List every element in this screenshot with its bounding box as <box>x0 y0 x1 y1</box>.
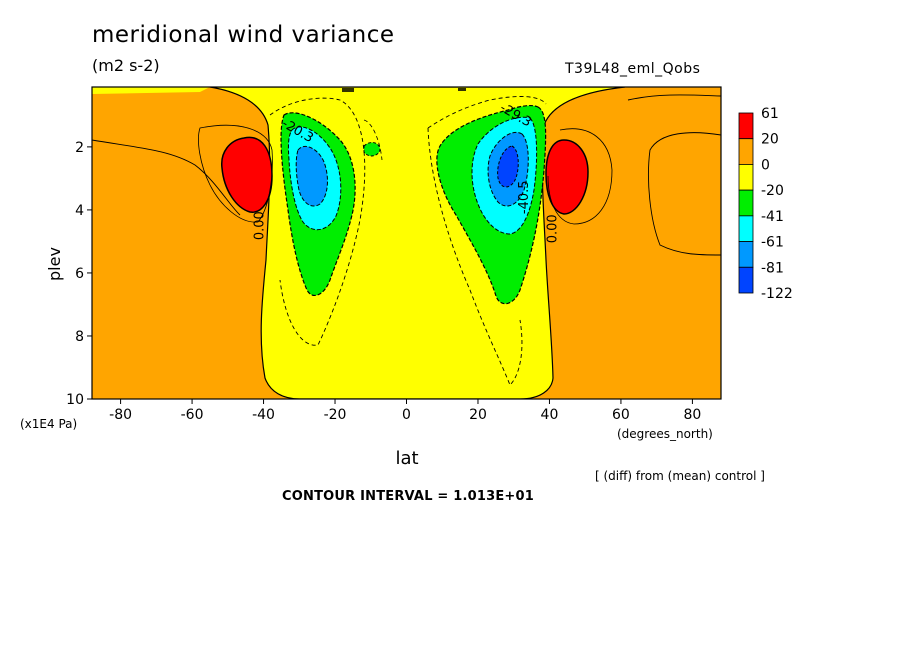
plot-area <box>92 87 721 399</box>
y-tick-label: 4 <box>75 203 84 219</box>
colorbar-label: -20 <box>761 183 784 199</box>
chart-title: meridional wind variance <box>92 22 395 48</box>
contour-label: 0.00 <box>253 211 268 240</box>
x-tick-label: 40 <box>541 407 559 423</box>
northern-red-region <box>545 139 589 215</box>
colorbar-swatch <box>738 241 754 268</box>
x-tick-label: -40 <box>252 407 275 423</box>
y-tick-label: 8 <box>75 329 84 345</box>
y-axis-label: plev <box>45 247 64 281</box>
x-tick-label: 60 <box>612 407 630 423</box>
x-axis-label: lat <box>395 448 418 469</box>
y-axis: 2 4 6 8 10 <box>66 140 92 408</box>
y-tick-label: 2 <box>75 140 84 156</box>
colorbar-swatch <box>738 266 754 294</box>
colorbar-label: 20 <box>761 132 779 148</box>
x-tick-label: 80 <box>683 407 701 423</box>
x-tick-label: 0 <box>402 407 411 423</box>
x-tick-label: 20 <box>469 407 487 423</box>
northern-deep-blue-core <box>497 145 519 188</box>
x-axis: -80 -60 -40 -20 0 20 40 60 80 <box>109 399 701 423</box>
southern-blue-region <box>295 146 328 207</box>
run-label: T39L48_eml_Qobs <box>565 61 701 77</box>
colorbar-label: 61 <box>761 106 779 122</box>
colorbar-label: -81 <box>761 260 784 276</box>
colorbar-swatch <box>738 215 754 242</box>
colorbar-swatch <box>738 138 754 165</box>
colorbar-label: -41 <box>761 209 784 225</box>
y-axis-units: (x1E4 Pa) <box>20 417 77 431</box>
x-axis-units: (degrees_north) <box>617 427 713 441</box>
x-tick-label: -60 <box>181 407 204 423</box>
chart-subtitle: (m2 s-2) <box>92 56 160 75</box>
colorbar-label: 0 <box>761 157 770 173</box>
contour-label: -40.5 <box>517 180 532 214</box>
colorbar-swatch <box>738 112 754 140</box>
colorbar-swatch <box>738 189 754 217</box>
colorbar-label: -61 <box>761 235 784 251</box>
colorbar: 61 20 0 -20 -41 -61 -81 -122 <box>738 106 793 302</box>
contour-label: 0.00 <box>546 214 561 243</box>
diff-note: [ (diff) from (mean) control ] <box>595 469 765 483</box>
x-tick-label: -20 <box>324 407 347 423</box>
x-tick-label: -80 <box>109 407 132 423</box>
colorbar-label: -122 <box>761 286 793 302</box>
small-green-blob <box>363 142 381 157</box>
colorbar-swatch <box>738 164 754 191</box>
y-tick-label: 10 <box>66 392 84 408</box>
southern-red-region <box>221 136 273 213</box>
contour-interval: CONTOUR INTERVAL = 1.013E+01 <box>282 489 535 504</box>
y-tick-label: 6 <box>75 266 84 282</box>
